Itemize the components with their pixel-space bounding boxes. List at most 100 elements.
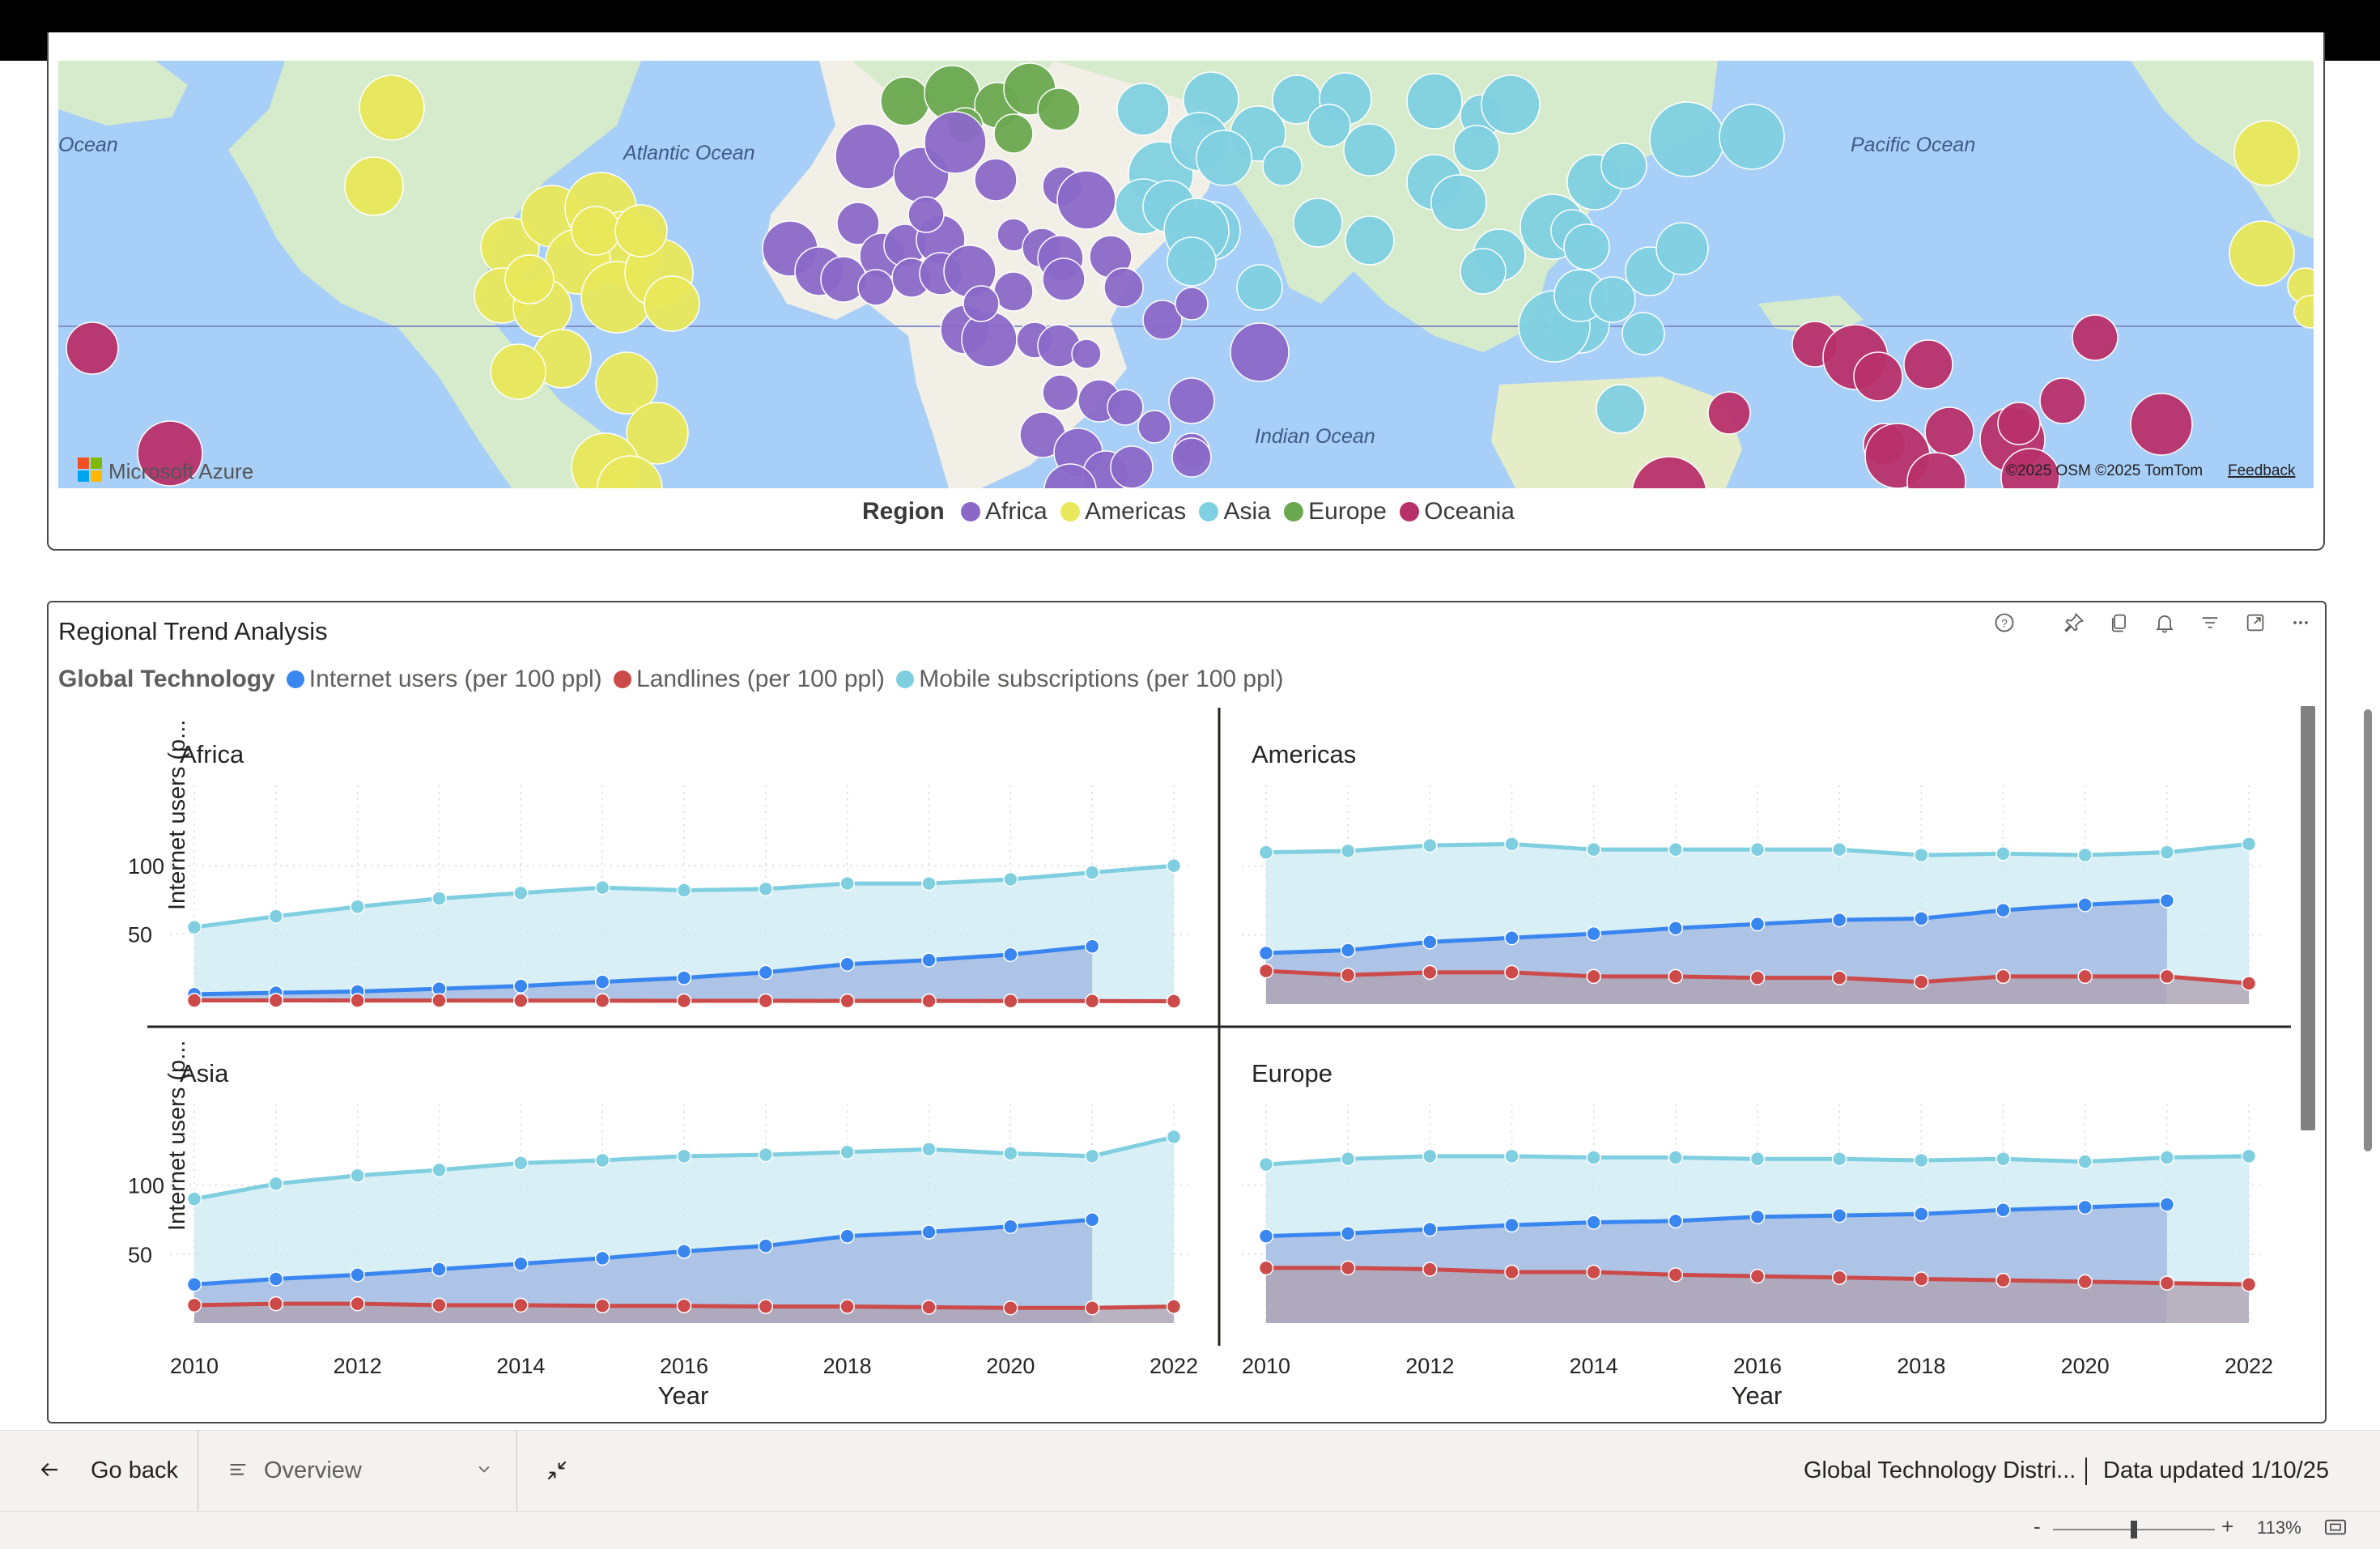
map-bubble-oceania[interactable] [1631,456,1707,488]
page-scrollbar[interactable] [2364,709,2372,1151]
map-bubble-asia[interactable] [1307,104,1351,147]
map-bubble-africa[interactable] [1071,338,1102,369]
data-point[interactable] [839,993,855,1009]
data-point[interactable] [513,1256,529,1271]
data-point[interactable] [2241,976,2257,991]
data-point[interactable] [268,909,284,924]
data-point[interactable] [921,993,937,1009]
data-point[interactable] [1586,1150,1601,1165]
data-point[interactable] [1995,846,2011,862]
copy-icon[interactable] [2097,606,2142,640]
map-bubble-africa[interactable] [1110,445,1154,488]
fit-to-page-icon[interactable] [2323,1517,2348,1541]
map-bubble-asia[interactable] [1719,104,1785,170]
data-point[interactable] [1504,930,1519,946]
go-back-button[interactable]: Go back [91,1458,178,1483]
data-point[interactable] [1504,1264,1519,1280]
data-point[interactable] [921,1300,937,1315]
focus-mode-icon[interactable] [2233,606,2278,640]
data-point[interactable] [268,1271,284,1287]
data-point[interactable] [1749,916,1766,932]
map-bubble-africa[interactable] [1043,463,1097,488]
map-bubble-oceania[interactable] [66,321,119,375]
map-bubble-asia[interactable] [1236,264,1283,311]
data-point[interactable] [1166,994,1182,1009]
data-point[interactable] [1003,947,1018,963]
data-point[interactable] [676,970,692,985]
data-point[interactable] [676,1298,692,1313]
map-bubble-americas[interactable] [2229,220,2295,287]
data-point[interactable] [1258,963,1274,979]
data-point[interactable] [186,1191,202,1206]
data-point[interactable] [1003,1146,1018,1161]
data-point[interactable] [350,899,365,915]
data-point[interactable] [1586,926,1601,942]
small-multiples-chart[interactable]: Internet users (p... Internet users (p..… [0,0,2380,1425]
data-point[interactable] [1084,1300,1100,1316]
data-point[interactable] [594,879,610,896]
data-point[interactable] [758,964,774,981]
data-point[interactable] [513,978,529,994]
map-bubble-asia[interactable] [1563,223,1610,270]
data-point[interactable] [350,1296,365,1312]
data-point[interactable] [1995,1272,2011,1288]
map-bubble-europe[interactable] [993,113,1034,154]
data-point[interactable] [1003,994,1018,1009]
data-point[interactable] [2241,1148,2257,1164]
zoom-out-button[interactable]: - [2034,1514,2041,1538]
data-point[interactable] [1166,857,1182,874]
map-bubble-oceania[interactable] [137,420,203,487]
map-bubble-africa[interactable] [1103,267,1144,308]
legend-item-internet[interactable]: Internet users (per 100 ppl) [286,666,602,692]
map-bubble-africa[interactable] [1042,257,1086,301]
data-point[interactable] [513,885,529,901]
data-point[interactable] [2077,1274,2093,1290]
map-bubble-africa[interactable] [1137,410,1171,444]
data-point[interactable] [350,1267,365,1283]
data-point[interactable] [513,993,529,1009]
data-point[interactable] [2077,1199,2093,1215]
data-point[interactable] [1586,968,1601,985]
map-bubble-asia[interactable] [1600,143,1647,189]
data-point[interactable] [1668,841,1684,857]
map-bubble-americas[interactable] [490,343,546,400]
data-point[interactable] [839,956,855,972]
data-point[interactable] [921,1224,937,1240]
data-point[interactable] [1914,974,1929,989]
map-bubble-asia[interactable] [1621,312,1665,355]
data-point[interactable] [1166,1129,1182,1145]
data-point[interactable] [2241,836,2257,852]
data-point[interactable] [676,1244,692,1259]
data-point[interactable] [1422,1262,1438,1277]
data-point[interactable] [1914,847,1929,863]
data-point[interactable] [1831,1207,1847,1223]
map-bubble-asia[interactable] [1262,146,1303,186]
map-bubble-americas[interactable] [614,204,668,257]
data-point[interactable] [1749,1268,1766,1284]
map-bubble-asia[interactable] [1343,123,1396,177]
data-point[interactable] [1340,1151,1356,1167]
data-point[interactable] [1995,902,2011,918]
data-point[interactable] [1422,934,1438,950]
data-point[interactable] [1504,836,1519,852]
map-bubble-oceania[interactable] [2000,448,2060,488]
map-bubble-africa[interactable] [1171,437,1212,478]
data-point[interactable] [1340,943,1356,958]
data-point[interactable] [1831,841,1847,857]
data-point[interactable] [1504,964,1519,981]
data-point[interactable] [758,1299,774,1314]
data-point[interactable] [513,1155,529,1171]
data-point[interactable] [1586,841,1601,857]
map-bubble-asia[interactable] [1460,248,1507,295]
data-point[interactable] [1668,1150,1684,1165]
data-point[interactable] [676,993,692,1009]
data-point[interactable] [2077,1154,2093,1169]
map-bubble-oceania[interactable] [1903,339,1953,389]
map-bubble-americas[interactable] [595,351,658,415]
map-bubble-asia[interactable] [1430,174,1487,231]
data-point[interactable] [2159,1275,2175,1291]
map-bubble-africa[interactable] [907,196,945,233]
map-bubble-asia[interactable] [1655,222,1709,275]
map-bubble-asia[interactable] [1345,215,1395,266]
page-selector[interactable]: Overview [264,1458,362,1483]
